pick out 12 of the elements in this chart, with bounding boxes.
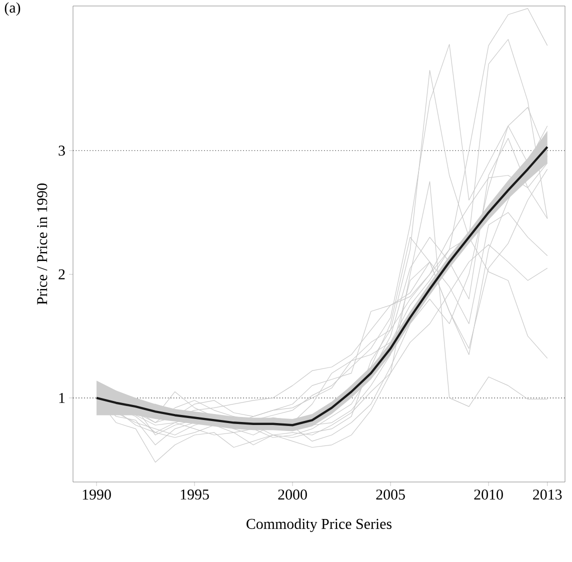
text: (a) — [4, 2, 20, 16]
y-tick-label: 2 — [58, 269, 65, 280]
x-tick-label: 2000 — [278, 490, 307, 500]
x-tick-label: 2010 — [474, 490, 503, 500]
y-tick-label: 3 — [58, 146, 65, 156]
x-tick-label: 2013 — [533, 490, 562, 500]
x-tick-label: 2005 — [376, 490, 405, 500]
y-axis-title: Price / Price in 1990 — [37, 184, 48, 305]
y-tick-label: 1 — [59, 393, 65, 403]
x-axis-title: Commodity Price Series — [246, 518, 392, 532]
x-tick-label: 1990 — [82, 490, 111, 500]
x-tick-label: 1995 — [180, 490, 209, 500]
